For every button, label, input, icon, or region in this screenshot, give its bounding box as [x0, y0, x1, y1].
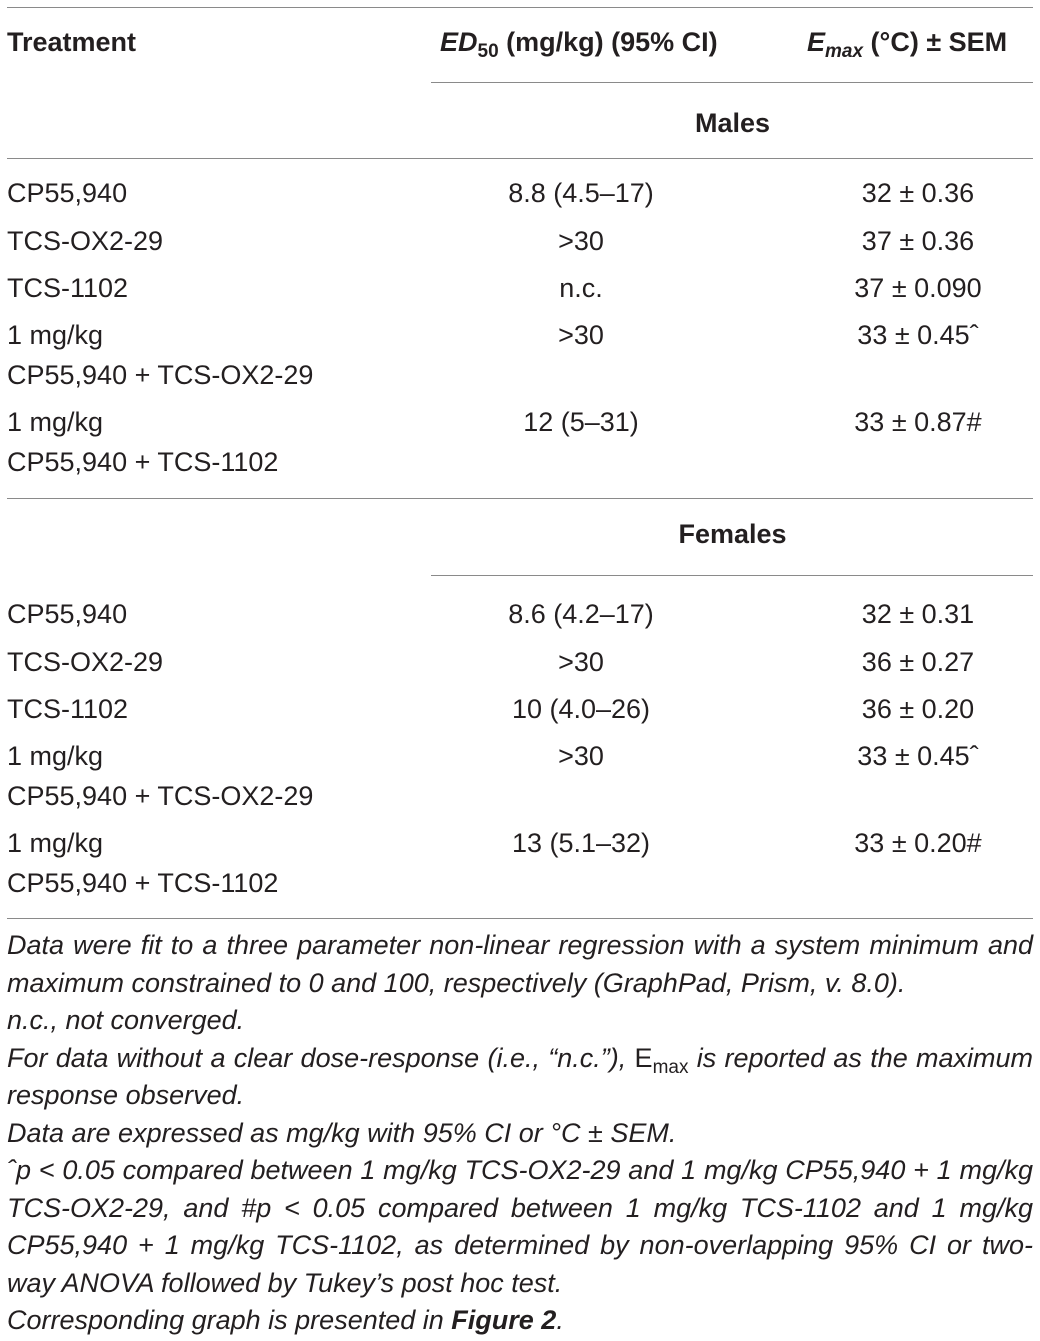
- table-row: TCS-1102: [7, 273, 129, 303]
- ed50-value: >30: [558, 320, 604, 350]
- table-row-continued: CP55,940 + TCS-1102: [7, 447, 279, 477]
- emax-value: 33 ± 0.45ˆ: [857, 741, 979, 771]
- footnote-significance: ˆp < 0.05 compared between 1 mg/kg TCS-O…: [7, 1155, 1033, 1298]
- emax-value: 37 ± 0.36: [861, 226, 975, 256]
- table-row: 1 mg/kg: [7, 320, 104, 350]
- ed50-value: 10 (4.0–26): [511, 694, 651, 724]
- footnote-figure-reference: Corresponding graph is presented in Figu…: [7, 1305, 564, 1335]
- footnote-nc: n.c., not converged.: [7, 1005, 245, 1035]
- header-treatment: Treatment: [7, 27, 137, 57]
- figure-2-link[interactable]: Figure 2: [451, 1305, 557, 1335]
- footnote-units: Data are expressed as mg/kg with 95% CI …: [7, 1117, 677, 1148]
- group-label-females: Females: [678, 519, 787, 549]
- table-footnotes: Data were fit to a three parameter non-l…: [7, 927, 1033, 1340]
- emax-value: 32 ± 0.36: [861, 178, 975, 208]
- table-row: TCS-1102: [7, 694, 129, 724]
- emax-value: 32 ± 0.31: [861, 599, 975, 629]
- table-row-continued: CP55,940 + TCS-1102: [7, 868, 279, 898]
- table-row-continued: CP55,940 + TCS-OX2-29: [7, 781, 314, 811]
- emax-value: 33 ± 0.87#: [854, 407, 982, 437]
- header-ed50: ED50 (mg/kg) (95% CI): [440, 27, 718, 62]
- ed50-value: 8.6 (4.2–17): [508, 599, 654, 629]
- ed50-value: 13 (5.1–32): [511, 828, 651, 858]
- males-bottom-rule: [7, 498, 1033, 499]
- ed50-value: 8.8 (4.5–17): [508, 178, 654, 208]
- table-row: CP55,940: [7, 178, 128, 208]
- table-row: 1 mg/kg: [7, 741, 104, 771]
- table-row: CP55,940: [7, 599, 128, 629]
- footnote-emax: For data without a clear dose-response (…: [7, 1042, 1034, 1111]
- table-row: 1 mg/kg: [7, 407, 104, 437]
- ed50-value: >30: [558, 741, 604, 771]
- emax-value: 36 ± 0.20: [861, 694, 975, 724]
- emax-value: 33 ± 0.20#: [854, 828, 982, 858]
- ed50-value: >30: [558, 226, 604, 256]
- table-top-rule: [7, 7, 1033, 8]
- table-row: TCS-OX2-29: [7, 647, 164, 677]
- ed50-value: 12 (5–31): [523, 407, 639, 437]
- table-row-continued: CP55,940 + TCS-OX2-29: [7, 360, 314, 390]
- ed50-value: >30: [558, 647, 604, 677]
- header-emax: Emax (°C) ± SEM: [807, 27, 1008, 62]
- emax-value: 37 ± 0.090: [854, 273, 982, 303]
- emax-value: 36 ± 0.27: [861, 647, 975, 677]
- emax-value: 33 ± 0.45ˆ: [857, 320, 979, 350]
- table-bottom-rule: [7, 918, 1033, 919]
- group-label-males: Males: [694, 108, 771, 138]
- table-row: TCS-OX2-29: [7, 226, 164, 256]
- table-row: 1 mg/kg: [7, 828, 104, 858]
- males-under-rule: [7, 158, 1033, 159]
- ed50-value: n.c.: [559, 273, 603, 303]
- females-under-rule: [431, 575, 1033, 576]
- header-under-rule: [431, 82, 1033, 83]
- footnote-fit-method: Data were fit to a three parameter non-l…: [7, 930, 1033, 998]
